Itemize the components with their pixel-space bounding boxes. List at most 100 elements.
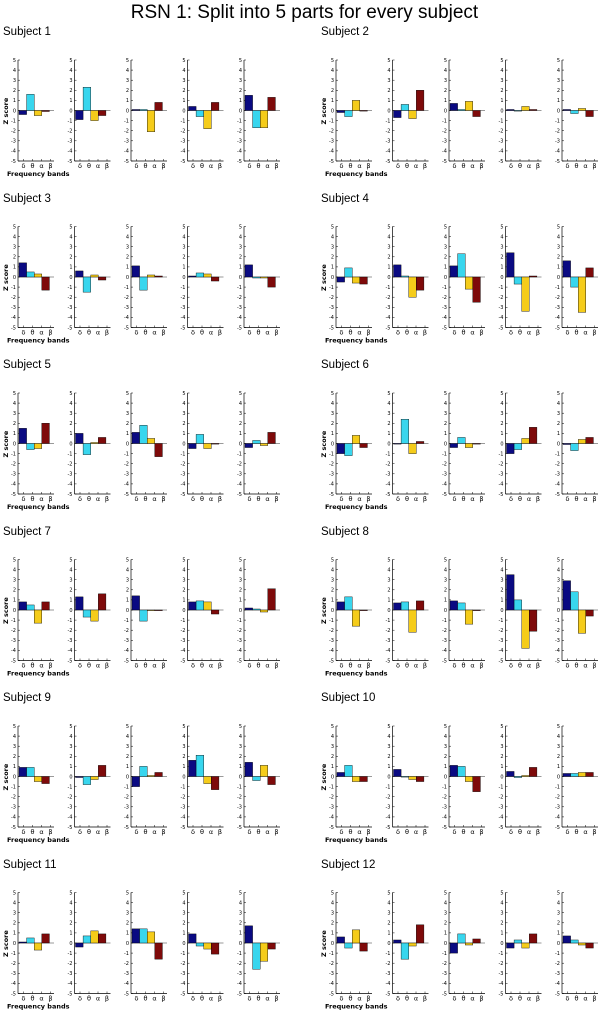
- y-tick-label: -3: [499, 139, 504, 145]
- bar-delta: [75, 596, 84, 611]
- y-tick-label: 4: [331, 68, 334, 74]
- x-tick-label: β: [218, 995, 222, 1003]
- y-tick-label: 2: [557, 588, 560, 594]
- y-tick-label: -4: [68, 149, 73, 155]
- bar-delta: [75, 270, 84, 278]
- bar-delta: [131, 928, 140, 944]
- y-tick-label: -3: [329, 805, 334, 811]
- x-tick-label: δ: [191, 162, 195, 170]
- y-tick-label: 4: [239, 734, 242, 740]
- y-tick-label: -4: [386, 149, 391, 155]
- x-tick-label: δ: [453, 162, 457, 170]
- y-tick-label: 2: [182, 754, 185, 760]
- bar-delta: [188, 760, 197, 777]
- x-tick-label: β: [274, 495, 278, 503]
- y-tick-label: 0: [13, 108, 16, 114]
- x-tick-label: δ: [78, 162, 82, 170]
- y-tick-label: -4: [499, 815, 504, 821]
- x-tick-label: α: [39, 662, 43, 670]
- y-tick-label: 2: [444, 255, 447, 261]
- x-axis-label: Frequency bands: [7, 337, 70, 345]
- y-tick-label: -5: [386, 325, 391, 331]
- y-tick-label: 3: [557, 911, 560, 917]
- y-tick-label: 3: [331, 78, 334, 84]
- y-tick-label: -4: [237, 149, 242, 155]
- x-tick-label: β: [161, 329, 165, 337]
- y-tick-label: 3: [126, 411, 129, 417]
- bar-delta: [188, 933, 197, 944]
- y-tick-label: 1: [69, 431, 72, 437]
- bar-beta: [529, 767, 538, 777]
- x-tick-label: α: [583, 162, 587, 170]
- part-plot: 5 4 3 2 1 0 -1 -2 -3 -4 -5 δ θ α β: [181, 890, 224, 1003]
- y-tick-label: -3: [68, 971, 73, 977]
- y-tick-label: 5: [557, 890, 560, 896]
- bar-beta: [154, 443, 163, 457]
- y-tick-label: 4: [69, 68, 72, 74]
- y-tick-label: -3: [555, 638, 560, 644]
- y-tick-label: -1: [329, 118, 334, 124]
- y-tick-label: 3: [331, 245, 334, 251]
- x-tick-label: β: [423, 495, 427, 503]
- x-tick-label: α: [152, 162, 156, 170]
- x-tick-label: α: [414, 162, 418, 170]
- bar-alpha: [578, 439, 587, 444]
- bar-alpha: [521, 609, 530, 649]
- x-axis-label: Frequency bands: [7, 170, 70, 178]
- y-tick-label: 5: [126, 557, 129, 563]
- y-tick-label: 0: [126, 108, 129, 114]
- y-tick-label: 1: [126, 764, 129, 770]
- bar-beta: [154, 609, 163, 611]
- y-tick-label: -5: [237, 325, 242, 331]
- x-tick-label: α: [152, 495, 156, 503]
- y-tick-label: 0: [69, 275, 72, 281]
- bar-delta: [393, 602, 402, 611]
- y-tick-label: -5: [555, 825, 560, 831]
- subject-title: Subject 8: [321, 525, 369, 538]
- x-tick-label: θ: [349, 662, 353, 670]
- x-tick-label: β: [479, 495, 483, 503]
- y-tick-label: -4: [329, 149, 334, 155]
- y-tick-label: -3: [386, 472, 391, 478]
- bar-alpha: [578, 276, 587, 313]
- x-tick-label: δ: [78, 828, 82, 836]
- y-tick-label: -1: [442, 784, 447, 790]
- y-tick-label: 0: [500, 275, 503, 281]
- y-tick-label: -4: [499, 149, 504, 155]
- y-tick-label: 5: [182, 224, 185, 230]
- y-tick-label: -5: [124, 991, 129, 997]
- bar-delta: [506, 771, 515, 777]
- bar-theta: [570, 773, 579, 777]
- x-tick-label: β: [479, 995, 483, 1003]
- y-tick-label: 1: [444, 764, 447, 770]
- y-tick-label: 1: [182, 598, 185, 604]
- y-tick-label: 3: [126, 744, 129, 750]
- bar-alpha: [146, 775, 155, 777]
- part-plot: 5 4 3 2 1 0 -1 -2 -3 -4 -5 δ θ α β: [68, 391, 111, 503]
- bar-beta: [98, 593, 107, 611]
- y-tick-label: 2: [500, 754, 503, 760]
- y-tick-label: 5: [444, 724, 447, 730]
- y-tick-label: 4: [182, 68, 185, 74]
- y-tick-label: 5: [387, 391, 390, 397]
- y-tick-label: 5: [13, 890, 16, 896]
- part-plot: 5 4 3 2 1 0 -1 -2 -3 -4 -5 δ θ α β: [181, 391, 224, 503]
- bar-theta: [513, 939, 522, 944]
- bar-delta: [18, 601, 27, 611]
- y-tick-label: -4: [124, 815, 129, 821]
- y-tick-label: -2: [124, 795, 129, 801]
- bar-theta: [570, 276, 579, 288]
- y-tick-label: -1: [499, 285, 504, 291]
- x-tick-label: θ: [349, 828, 353, 836]
- y-tick-label: -1: [442, 951, 447, 957]
- y-tick-label: -4: [386, 815, 391, 821]
- y-tick-label: 1: [182, 265, 185, 271]
- bar-delta: [18, 428, 27, 444]
- part-plot: 5 4 3 2 1 0 -1 -2 -3 -4 -5 δ θ α β: [499, 224, 542, 337]
- y-tick-label: 5: [239, 58, 242, 64]
- y-tick-label: 3: [13, 78, 16, 84]
- y-tick-label: 2: [126, 255, 129, 261]
- y-tick-label: 5: [126, 58, 129, 64]
- part-plot: 5 4 3 2 1 0 -1 -2 -3 -4 -5 δ θ α β Z score Frequency ban…: [2, 58, 70, 178]
- bar-alpha: [465, 443, 474, 448]
